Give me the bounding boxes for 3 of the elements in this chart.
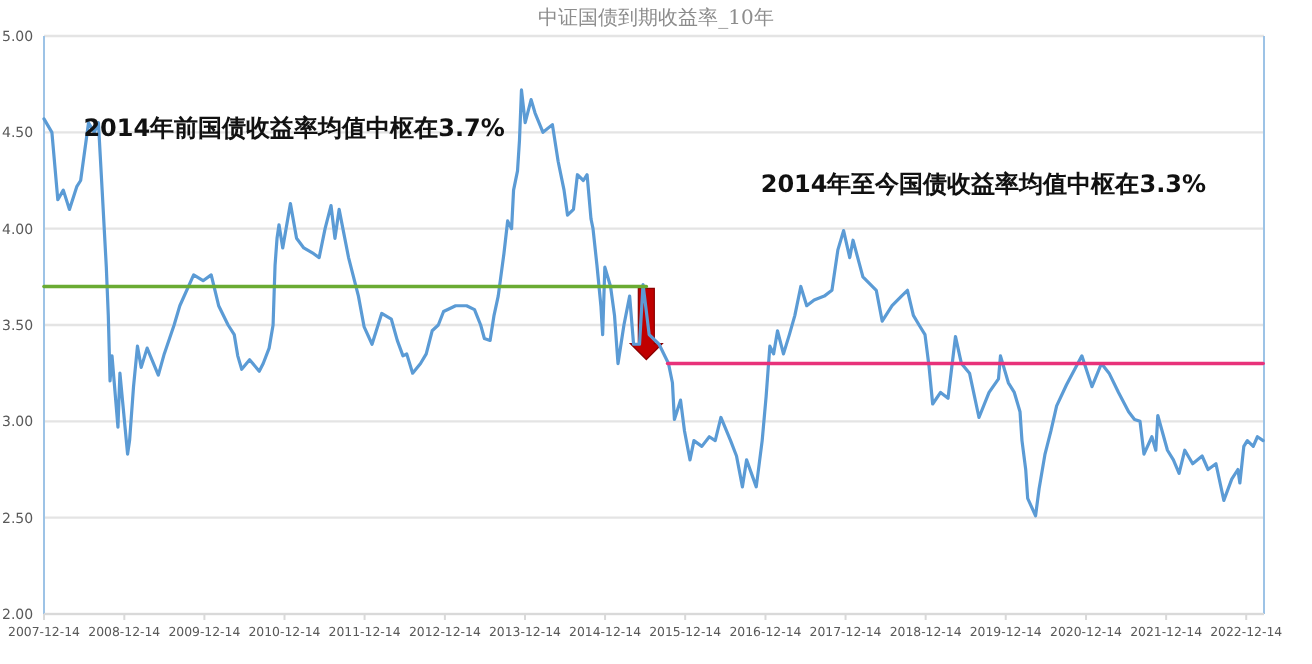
line-series bbox=[42, 88, 1265, 518]
annotation: 2014年至今国债收益率均值中枢在3.3% bbox=[760, 170, 1207, 198]
chart-title: 中证国债到期收益率_10年 bbox=[538, 6, 774, 30]
